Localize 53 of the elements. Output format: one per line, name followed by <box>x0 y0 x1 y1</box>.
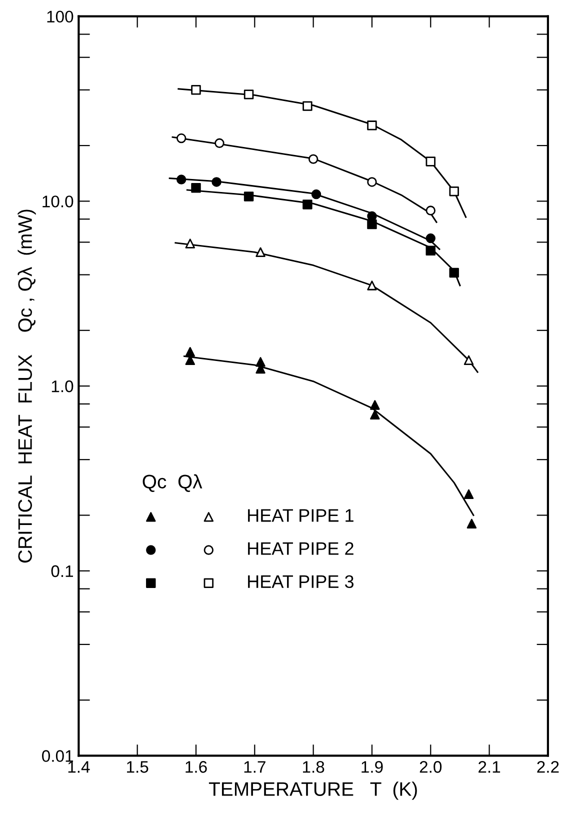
point <box>244 90 254 100</box>
point <box>191 85 201 95</box>
point <box>367 280 377 290</box>
line-series <box>174 242 478 373</box>
x-tick-label: 1.4 <box>68 761 90 773</box>
point <box>308 154 318 164</box>
point <box>367 177 377 187</box>
point <box>426 233 436 244</box>
x-axis-title: TEMPERATURE T (K) <box>208 782 417 800</box>
y-tick-label: 10.0 <box>42 196 74 208</box>
y-tick-label: 0.01 <box>42 750 74 762</box>
x-tick-label: 2.1 <box>478 761 500 773</box>
line-series <box>172 136 438 223</box>
point <box>367 219 377 230</box>
point <box>256 247 266 258</box>
point <box>466 518 477 529</box>
point <box>311 189 322 200</box>
x-tick-label: 1.9 <box>362 761 383 773</box>
point <box>367 120 377 130</box>
point <box>464 489 474 500</box>
point <box>176 174 186 184</box>
point <box>214 138 224 148</box>
legend-label: HEAT PIPE 2 <box>248 542 354 555</box>
point <box>191 183 201 193</box>
y-tick-label: 100 <box>47 10 74 23</box>
point <box>449 268 459 278</box>
x-tick-label: 2.2 <box>537 761 559 773</box>
line-series <box>178 88 467 218</box>
legend-title: Qc Qλ <box>142 474 202 492</box>
x-tick-label: 1.6 <box>186 761 207 773</box>
legend-label: HEAT PIPE 1 <box>248 509 354 522</box>
y-tick-label: 0.1 <box>51 565 74 578</box>
point <box>244 192 254 202</box>
point <box>426 246 436 256</box>
point <box>302 200 312 210</box>
point <box>449 186 459 196</box>
x-tick-label: 2.0 <box>420 761 442 773</box>
legend-label: HEAT PIPE 3 <box>248 575 354 588</box>
point <box>302 101 312 111</box>
x-tick-label: 1.7 <box>244 761 266 773</box>
point <box>176 133 186 144</box>
point <box>426 156 436 166</box>
x-tick-label: 1.8 <box>303 761 324 773</box>
point <box>370 410 380 420</box>
point <box>370 400 380 410</box>
point <box>426 206 436 216</box>
y-tick-label: 1.0 <box>52 380 74 392</box>
point <box>185 347 195 357</box>
point <box>185 238 195 248</box>
point <box>212 177 222 187</box>
x-tick-label: 1.5 <box>127 761 148 773</box>
y-axis-title: CRITICAL HEAT FLUX Qc , Qλ (mW) <box>18 210 36 563</box>
point <box>464 355 474 366</box>
